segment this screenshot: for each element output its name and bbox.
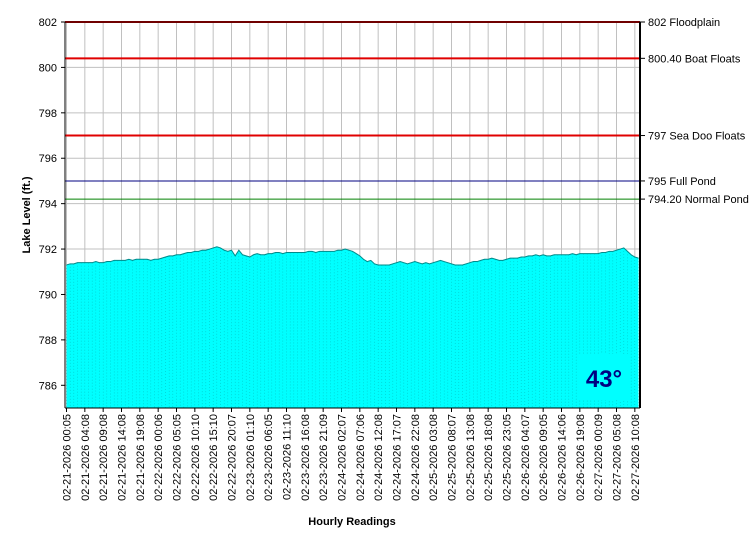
x-tick-label: 02-24-2026 02:07 xyxy=(337,414,349,501)
x-tick-label: 02-24-2026 17:07 xyxy=(392,414,404,501)
badge-box xyxy=(578,354,630,400)
reference-label: 794.20 Normal Pond xyxy=(648,194,749,206)
x-tick-label: 02-23-2026 21:09 xyxy=(318,414,330,501)
x-tick-label: 02-23-2026 06:05 xyxy=(263,414,275,501)
x-tick-label: 02-23-2026 11:10 xyxy=(282,414,294,500)
x-tick-label: 02-25-2026 03:08 xyxy=(428,414,440,501)
x-tick-label: 02-27-2026 10:08 xyxy=(630,414,642,501)
y-tick-label: 786 xyxy=(39,380,57,392)
x-tick-label: 02-21-2026 09:08 xyxy=(98,414,110,501)
x-tick-label: 02-22-2026 00:06 xyxy=(153,414,165,501)
x-tick-label: 02-22-2026 15:10 xyxy=(208,414,220,501)
x-tick-label: 02-26-2026 04:07 xyxy=(520,414,532,501)
x-tick-label: 02-25-2026 13:08 xyxy=(465,414,477,501)
x-tick-label: 02-24-2026 22:08 xyxy=(410,414,422,501)
y-axis-label: Lake Level (ft.) xyxy=(21,176,33,253)
x-tick-label: 02-22-2026 05:05 xyxy=(172,414,184,501)
y-tick-label: 790 xyxy=(39,289,57,301)
y-tick-label: 788 xyxy=(39,335,57,347)
y-tick-label: 792 xyxy=(39,244,57,256)
y-tick-label: 798 xyxy=(39,108,57,120)
x-tick-label: 02-27-2026 05:08 xyxy=(612,414,624,501)
area-line xyxy=(66,246,639,266)
reference-label: 795 Full Pond xyxy=(648,176,716,188)
reference-label: 800.40 Boat Floats xyxy=(648,53,741,65)
x-tick-label: 02-22-2026 20:07 xyxy=(227,414,239,501)
badge-text: 43° xyxy=(586,366,622,393)
y-tick-label: 802 xyxy=(39,17,57,29)
y-tick-label: 800 xyxy=(39,62,57,74)
x-tick-label: 02-26-2026 14:06 xyxy=(557,414,569,501)
y-tick-label: 794 xyxy=(39,199,57,211)
x-tick-label: 02-21-2026 00:05 xyxy=(62,414,74,501)
x-tick-label: 02-25-2026 08:07 xyxy=(447,414,459,501)
x-tick-label: 02-26-2026 19:08 xyxy=(575,414,587,501)
reference-label: 802 Floodplain xyxy=(648,17,720,29)
x-tick-label: 02-21-2026 19:08 xyxy=(135,414,147,501)
x-tick-label: 02-26-2026 09:05 xyxy=(538,414,550,501)
x-axis-label: Hourly Readings xyxy=(308,516,395,528)
x-tick-label: 02-24-2026 12:08 xyxy=(373,414,385,501)
x-tick-label: 02-25-2026 18:08 xyxy=(483,414,495,501)
x-tick-label: 02-25-2026 23:05 xyxy=(502,414,514,501)
x-tick-label: 02-21-2026 14:08 xyxy=(117,414,129,501)
x-tick-label: 02-27-2026 00:09 xyxy=(593,414,605,501)
x-tick-label: 02-23-2026 01:10 xyxy=(245,414,257,501)
x-tick-label: 02-21-2026 04:08 xyxy=(80,414,92,501)
x-tick-label: 02-24-2026 07:06 xyxy=(355,414,367,501)
y-tick-label: 796 xyxy=(39,153,57,165)
x-tick-label: 02-23-2026 16:08 xyxy=(300,414,312,501)
reference-label: 797 Sea Doo Floats xyxy=(648,131,746,143)
x-tick-label: 02-22-2026 10:10 xyxy=(190,414,202,501)
